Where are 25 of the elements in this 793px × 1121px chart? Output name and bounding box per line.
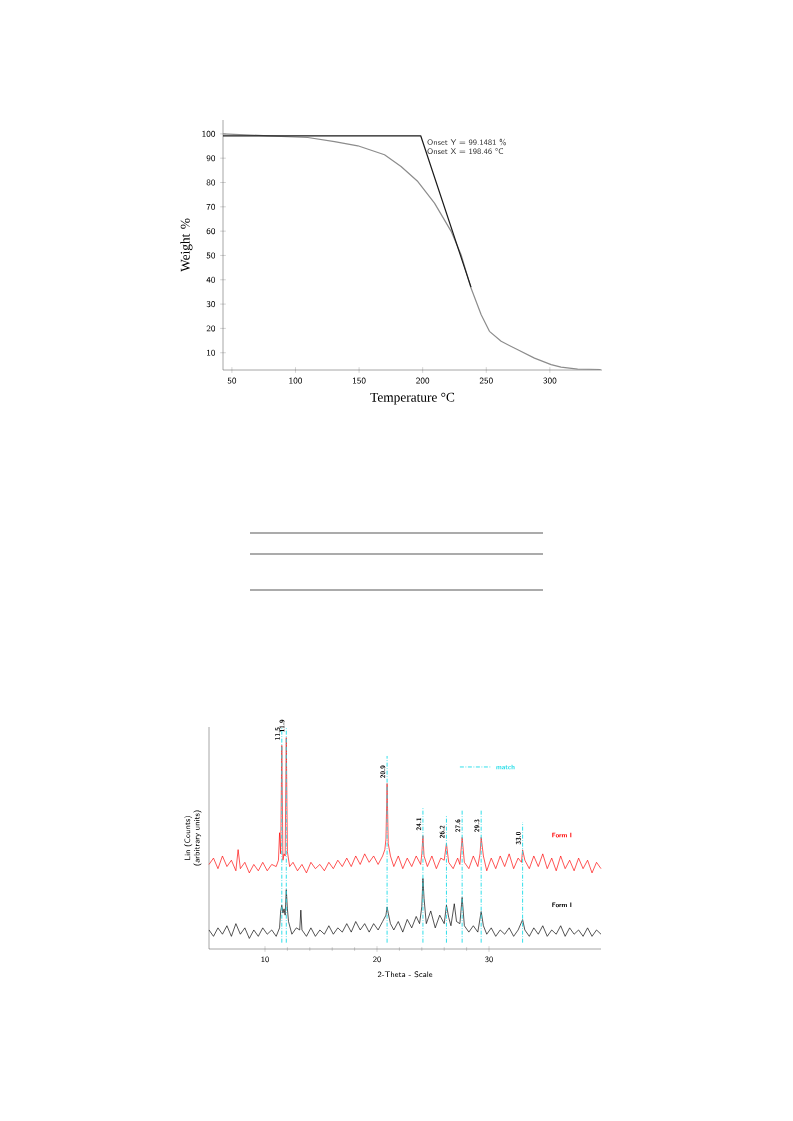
x-tick-label: 200	[416, 377, 430, 384]
y-tick-label: 30	[206, 301, 216, 308]
y-tick-label: 60	[206, 228, 216, 235]
y-axis-title: Lin (Counts) (arbitrary units)	[184, 810, 202, 866]
y-tick-label: 50	[206, 252, 216, 259]
x-tick-label: 20	[373, 956, 381, 963]
annotation: Onset X = 198.46 °C	[427, 148, 504, 155]
x-tick-label: 30	[485, 956, 493, 963]
annotation: Onset Y = 99.1481 %	[427, 138, 506, 146]
x-tick-label: 100	[289, 377, 303, 384]
y-tick-label: 40	[206, 276, 216, 283]
x-axis-title: Temperature °C	[370, 392, 455, 405]
y-tick-label: 80	[206, 179, 216, 186]
y-tick-label: 10	[207, 349, 216, 356]
y-tick-label: 90	[206, 155, 216, 162]
x-tick-label: 250	[479, 377, 493, 384]
y-axis-title: Weight %	[180, 218, 193, 272]
y-tick-label: 20	[206, 325, 216, 332]
y-tick-label: 70	[206, 203, 216, 210]
x-axis-title: 2-Theta - Scale	[377, 971, 433, 978]
x-tick-label: 150	[352, 377, 366, 384]
y-tick-label: 100	[202, 130, 216, 137]
x-tick-label: 300	[543, 377, 557, 384]
x-tick-label: 10	[261, 956, 269, 963]
x-tick-label: 50	[227, 377, 237, 384]
